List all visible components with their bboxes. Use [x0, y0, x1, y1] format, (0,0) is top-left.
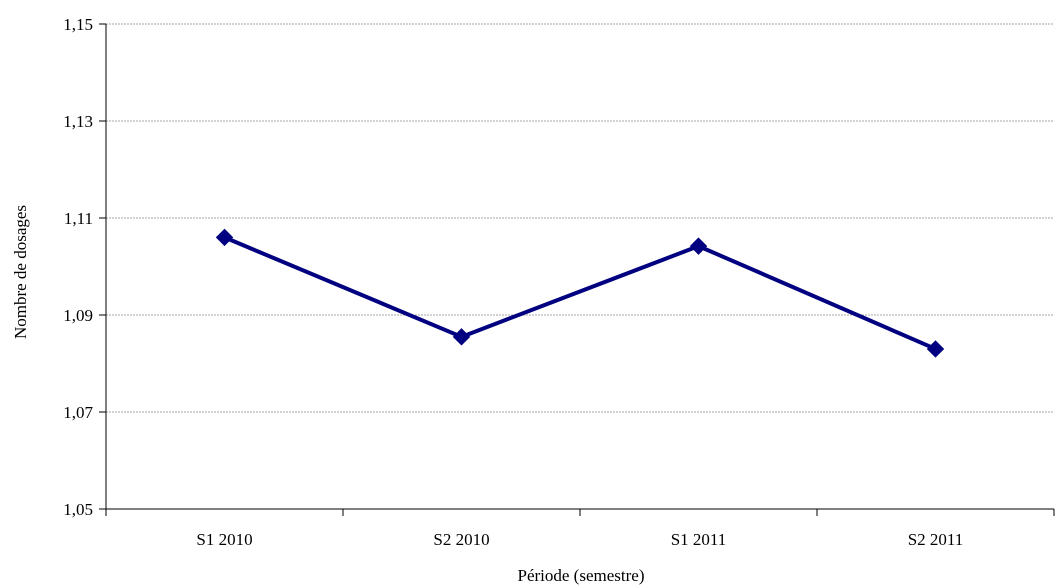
y-axis-ticks: 1,05 1,07 1,09 1,11 1,13 1,15 [63, 15, 106, 519]
gridlines [106, 24, 1054, 412]
x-tick-label: S2 2010 [433, 530, 489, 549]
axes [106, 24, 1054, 509]
x-tick-label: S2 2011 [908, 530, 964, 549]
series-line [225, 237, 936, 349]
y-tick-label: 1,13 [63, 112, 93, 131]
data-point-marker [454, 329, 470, 345]
x-tick-label: S1 2010 [196, 530, 252, 549]
data-point-marker [928, 341, 944, 357]
data-point-marker [217, 229, 233, 245]
data-point-marker [691, 238, 707, 254]
series-layer [217, 229, 944, 357]
y-tick-label: 1,05 [63, 500, 93, 519]
y-axis-title: Nombre de dosages [11, 205, 30, 339]
x-tick-label: S1 2011 [671, 530, 727, 549]
y-tick-label: 1,11 [64, 209, 93, 228]
y-tick-label: 1,15 [63, 15, 93, 34]
y-tick-label: 1,09 [63, 306, 93, 325]
x-axis-ticks: S1 2010 S2 2010 S1 2011 S2 2011 [106, 509, 1054, 549]
y-tick-label: 1,07 [63, 403, 93, 422]
x-axis-title: Période (semestre) [518, 566, 645, 585]
